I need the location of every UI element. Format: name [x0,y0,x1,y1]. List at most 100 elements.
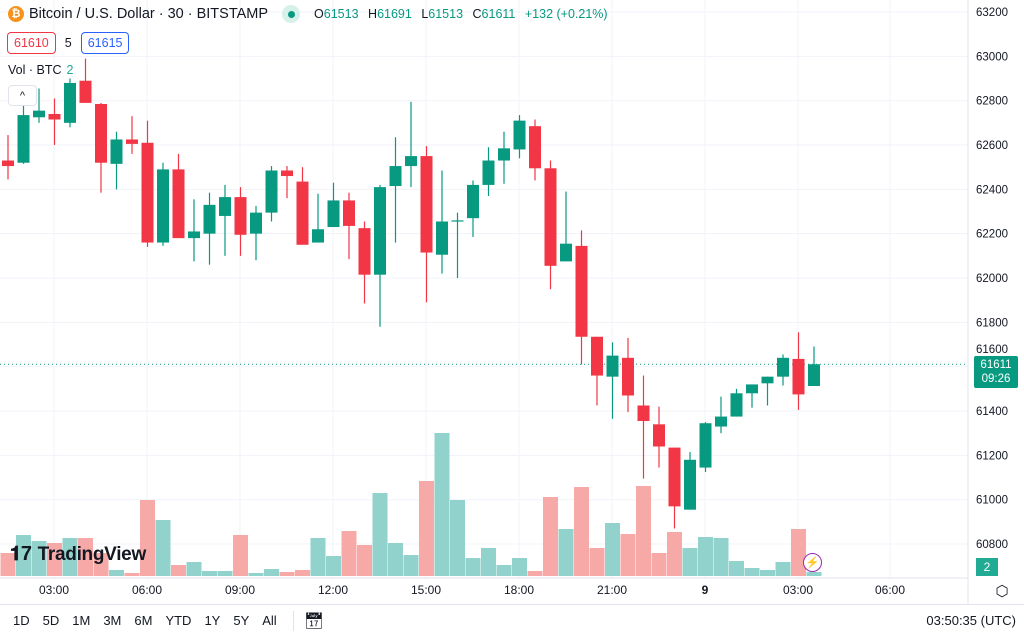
candle[interactable] [234,187,247,256]
tradingview-logo[interactable]: 𝟏7 TradingView [10,543,146,565]
calendar-goto-icon[interactable]: 📅︎ [303,612,325,630]
candle[interactable] [498,131,510,184]
candle[interactable] [730,388,743,417]
candle-body [250,212,262,234]
sell-button[interactable]: 61610 [7,32,56,54]
candle[interactable] [653,406,665,468]
candle[interactable] [684,452,696,510]
candle[interactable] [374,184,386,327]
candle[interactable] [172,153,185,239]
candle-body [358,228,371,275]
candle[interactable] [389,137,402,243]
range-6m[interactable]: 6M [134,613,153,628]
y-tick-label: 62200 [976,229,1008,241]
candle[interactable] [420,146,433,303]
candle[interactable] [560,191,572,262]
last-price-value: 61611 [980,359,1012,371]
range-ytd[interactable]: YTD [165,613,192,628]
volume-legend[interactable]: Vol · BTC 2 [8,63,73,77]
bitcoin-icon: ₿ [8,6,24,22]
candle[interactable] [529,119,541,181]
candle[interactable] [808,346,820,386]
collapse-legend-button[interactable]: ^ [8,85,37,106]
candle[interactable] [482,147,495,196]
range-3m[interactable]: 3M [103,613,122,628]
range-5y[interactable]: 5Y [233,613,250,628]
candle-body [17,115,30,163]
candle[interactable] [141,120,154,247]
x-tick-label: 18:00 [504,583,534,597]
candle[interactable] [33,88,45,123]
y-tick-label: 62600 [976,140,1008,152]
market-open-dot-icon[interactable] [282,5,301,23]
candle[interactable] [95,102,107,193]
candle[interactable] [637,375,650,479]
candle[interactable] [48,98,61,146]
candle-body [513,120,526,150]
candle[interactable] [79,58,92,103]
candle[interactable] [777,354,789,386]
candle[interactable] [265,166,278,222]
candle[interactable] [436,170,448,274]
utc-clock[interactable]: 03:50:35 (UTC) [926,613,1016,628]
candle[interactable] [17,105,30,164]
candle[interactable] [668,447,681,529]
candle[interactable] [761,376,774,406]
candle[interactable] [467,180,479,238]
ohlc-legend: O61513 H61691 L61513 C61611 +132 (+0.21%… [314,7,608,21]
price-chart[interactable]: 63200 63000 62800 62600 62400 62200 62000 61800… [0,0,1024,604]
candle[interactable] [126,116,138,154]
candle[interactable] [591,336,603,406]
candle[interactable] [188,199,200,262]
candle[interactable] [110,131,123,190]
range-1m[interactable]: 1M [72,613,91,628]
volume-bar [605,523,620,576]
candle[interactable] [715,396,727,434]
candle-body [157,169,169,243]
candle[interactable] [513,115,526,159]
volume-bar [124,573,140,576]
candle[interactable] [157,162,169,246]
candle[interactable] [358,221,371,304]
symbol-title[interactable]: Bitcoin / U.S. Dollar · 30 · BITSTAMP [29,6,269,22]
candle[interactable] [405,101,417,188]
candle[interactable] [203,192,216,265]
candle-body [777,357,789,377]
volume-bar [248,573,264,576]
candle[interactable] [250,205,262,261]
candle[interactable] [327,182,340,228]
candle[interactable] [544,160,557,290]
candle[interactable] [343,192,355,260]
last-price-label: 61611 09:26 [974,356,1018,388]
range-all[interactable]: All [262,613,277,628]
range-5d[interactable]: 5D [42,613,60,628]
candle[interactable] [281,166,293,199]
volume-bar [775,562,791,576]
volume-bar [419,481,434,576]
settings-icon[interactable]: ⬡ [995,583,1009,600]
y-tick-label: 61400 [976,406,1008,418]
candle[interactable] [606,342,619,419]
candle-body [203,204,216,234]
buy-button[interactable]: 61615 [80,32,130,54]
candle[interactable] [699,422,712,472]
range-1y[interactable]: 1Y [204,613,221,628]
candle[interactable] [575,230,588,365]
lightning-icon[interactable]: ⚡ [803,553,822,572]
candle[interactable] [622,337,634,413]
candle-body [498,148,510,161]
quote-row: 61610 5 61615 [7,32,130,54]
candle[interactable] [746,384,758,408]
candle[interactable] [296,167,309,245]
candle[interactable] [64,78,76,128]
candle[interactable] [2,135,14,180]
candle[interactable] [792,332,805,410]
candle[interactable] [219,184,231,256]
candle[interactable] [451,212,464,279]
candle[interactable] [312,193,324,243]
candle-body [79,80,92,103]
range-1d[interactable]: 1D [13,613,30,628]
open-label: O [314,7,324,21]
volume-bar [481,548,496,576]
volume-bar [372,493,388,576]
